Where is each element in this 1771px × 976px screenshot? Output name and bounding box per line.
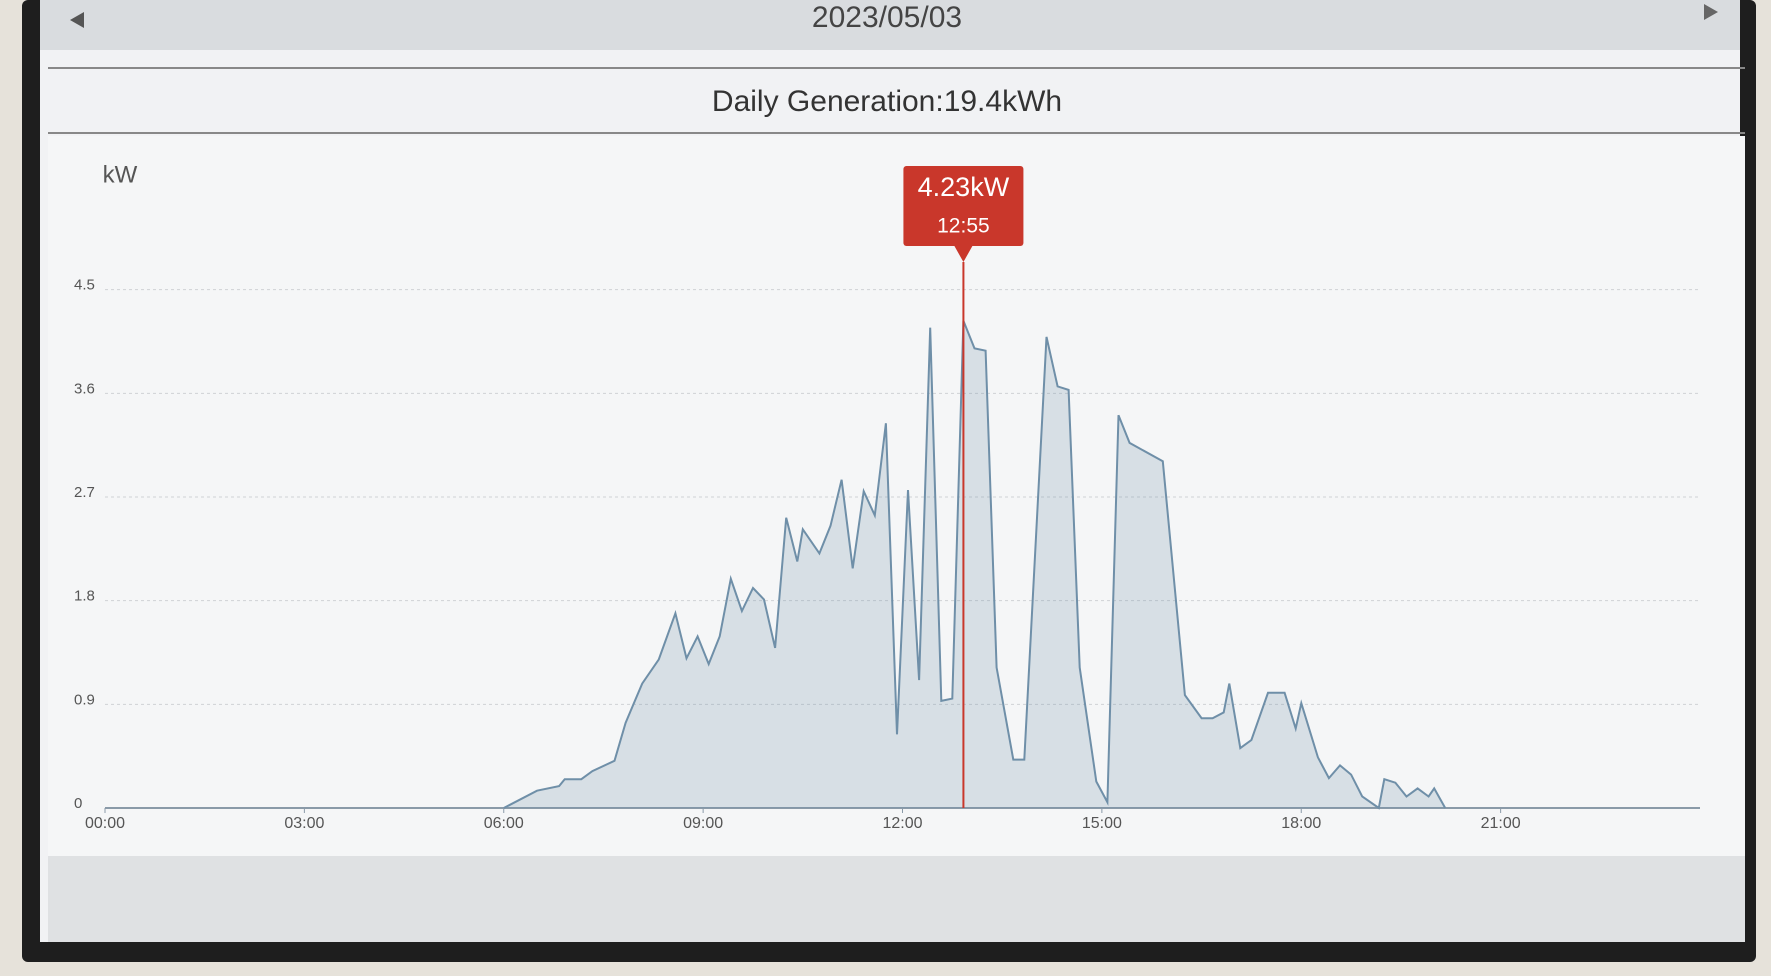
- x-tick-label: 06:00: [484, 815, 524, 832]
- x-tick-label: 12:00: [882, 815, 922, 832]
- area-line: [503, 320, 1447, 810]
- x-tick-label: 09:00: [683, 815, 723, 832]
- y-tick-label: 3.6: [74, 380, 95, 397]
- y-tick-label: 2.7: [74, 484, 95, 501]
- x-tick-label: 15:00: [1082, 815, 1122, 832]
- date: 2023/05/03: [812, 1, 962, 34]
- y-tick-label: 4.5: [74, 277, 95, 294]
- y-unit: kW: [103, 161, 138, 188]
- x-tick-label: 03:00: [284, 815, 324, 832]
- area-fill: [503, 320, 1446, 808]
- tooltip-value: 4.23kW: [918, 172, 1010, 202]
- chart-area: [48, 136, 1745, 856]
- y-tick-label: 0: [74, 795, 82, 812]
- header-bar: [40, 0, 1740, 50]
- y-tick-label: 0.9: [74, 691, 95, 708]
- x-tick-label: 18:00: [1281, 815, 1321, 832]
- x-tick-label: 00:00: [85, 815, 125, 832]
- tooltip: [903, 166, 1024, 246]
- daily-generation: Daily Generation:19.4kWh: [712, 85, 1062, 118]
- plot: 0 0.9 1.8 2.7 3.6 4.5 00:00 03:00 06:00 09:00 12:0…: [74, 166, 1700, 832]
- prev-arrow[interactable]: [70, 12, 84, 28]
- x-tick-label: 21:00: [1481, 815, 1521, 832]
- footer-bar: [48, 856, 1745, 942]
- y-tick-label: 1.8: [74, 588, 95, 605]
- next-arrow[interactable]: [1704, 4, 1718, 20]
- tooltip-time: 12:55: [937, 215, 990, 238]
- tooltip-pointer: [954, 246, 973, 262]
